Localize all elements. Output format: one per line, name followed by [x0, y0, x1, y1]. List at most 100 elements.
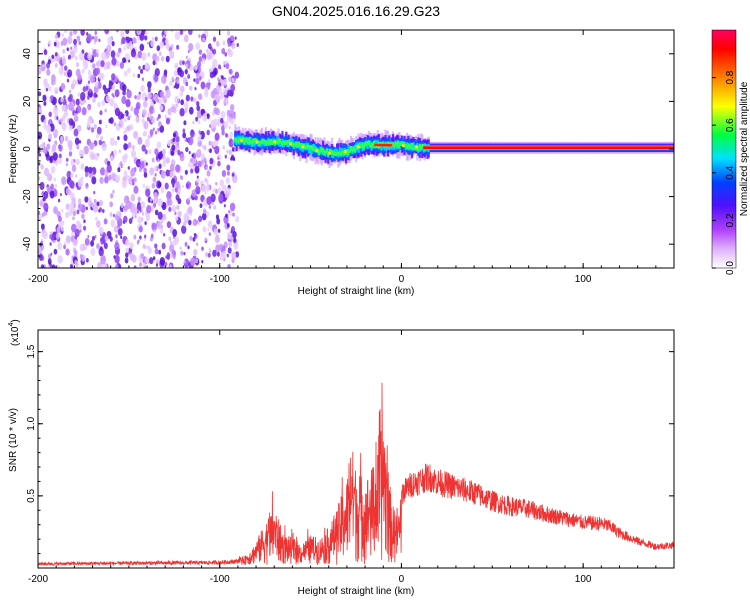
- noise-blob: [102, 209, 105, 213]
- ridge-cell: [347, 150, 350, 156]
- noise-blob: [205, 252, 209, 258]
- noise-blob: [166, 252, 171, 258]
- ridge-cell: [267, 139, 270, 143]
- noise-blob: [170, 240, 173, 245]
- noise-blob: [160, 224, 164, 229]
- noise-blob: [173, 69, 178, 77]
- ridge-cell: [405, 145, 409, 149]
- ridge-cell: [304, 145, 307, 149]
- noise-blob: [131, 212, 135, 217]
- ridge-cell: [404, 144, 407, 147]
- noise-blob: [169, 49, 175, 58]
- noise-blob: [135, 116, 140, 123]
- noise-blob: [142, 131, 146, 137]
- ridge-hotspot: [414, 145, 418, 149]
- noise-blob: [193, 78, 196, 82]
- noise-blob: [225, 63, 230, 70]
- noise-blob: [92, 36, 95, 40]
- noise-blob: [123, 153, 128, 160]
- noise-blob: [187, 197, 190, 201]
- noise-blob: [131, 178, 135, 183]
- noise-blob: [68, 151, 73, 157]
- ridge-cell: [350, 145, 353, 151]
- noise-blob: [111, 84, 116, 91]
- noise-blob: [177, 210, 182, 218]
- noise-blob: [175, 164, 181, 173]
- noise-blob: [115, 234, 118, 239]
- noise-blob: [99, 110, 103, 116]
- noise-blob: [118, 119, 124, 128]
- ridge-cell: [299, 143, 302, 147]
- noise-blob: [73, 128, 79, 137]
- noise-blob: [195, 116, 199, 122]
- ridge-cell: [413, 145, 416, 149]
- xtick-label: 0: [399, 274, 405, 285]
- noise-blob: [124, 53, 130, 62]
- noise-blob: [61, 58, 67, 65]
- noise-blob: [141, 118, 145, 124]
- noise-blob: [50, 183, 54, 190]
- noise-blob: [184, 107, 188, 114]
- noise-blob: [109, 201, 114, 208]
- noise-blob: [82, 149, 85, 154]
- ridge-cell: [381, 141, 385, 146]
- noise-blob: [176, 204, 180, 211]
- noise-blob: [127, 125, 131, 131]
- colorbar-gradient: [711, 29, 737, 269]
- noise-blob: [156, 141, 162, 149]
- noise-blob: [160, 186, 165, 194]
- noise-blob: [61, 208, 64, 213]
- noise-blob: [56, 116, 59, 120]
- noise-blob: [141, 109, 146, 117]
- noise-blob: [63, 241, 67, 246]
- xtick-label: -100: [210, 574, 230, 585]
- noise-blob: [84, 196, 89, 203]
- noise-blob: [131, 254, 137, 263]
- noise-blob: [73, 38, 77, 45]
- ridge-cell: [361, 142, 364, 147]
- ridge-cell: [320, 149, 323, 153]
- ridge-hotspot: [328, 151, 332, 155]
- noise-blob: [48, 98, 51, 103]
- noise-blob: [143, 100, 148, 108]
- ridge-cell: [278, 138, 281, 143]
- noise-blob: [171, 76, 174, 81]
- ridge-cell: [248, 136, 251, 141]
- noise-blob: [124, 257, 129, 264]
- noise-blob: [183, 137, 186, 142]
- noise-blob: [157, 198, 163, 207]
- noise-blob: [147, 247, 152, 255]
- noise-blob: [194, 165, 200, 174]
- noise-blob: [87, 80, 91, 84]
- noise-blob: [221, 170, 227, 178]
- noise-blob: [105, 95, 110, 103]
- snr-xlabel: Height of straight line (km): [298, 586, 415, 597]
- noise-blob: [198, 76, 202, 81]
- ytick-label: -20: [22, 189, 33, 204]
- ridge-cell: [262, 138, 265, 144]
- noise-blob: [149, 167, 155, 176]
- ytick-label: 1.5: [26, 344, 37, 358]
- noise-blob: [170, 178, 176, 186]
- noise-blob: [151, 157, 155, 163]
- noise-blob: [161, 148, 166, 156]
- noise-blob: [74, 259, 78, 266]
- noise-blob: [113, 122, 117, 127]
- noise-blob: [214, 235, 220, 244]
- ridge-cell: [334, 152, 337, 157]
- ridge-cell: [384, 143, 387, 151]
- noise-blob: [68, 118, 74, 126]
- noise-blob: [188, 30, 193, 36]
- noise-blob: [112, 213, 116, 218]
- ridge-cell: [297, 142, 301, 147]
- noise-blob: [199, 203, 203, 209]
- noise-blob: [144, 256, 149, 263]
- noise-blob: [185, 64, 188, 69]
- noise-blob: [48, 86, 52, 92]
- ridge-cell: [398, 144, 401, 149]
- noise-blob: [197, 61, 202, 68]
- noise-blob: [212, 36, 217, 42]
- noise-blob: [76, 62, 79, 68]
- ridge-cell: [372, 140, 376, 146]
